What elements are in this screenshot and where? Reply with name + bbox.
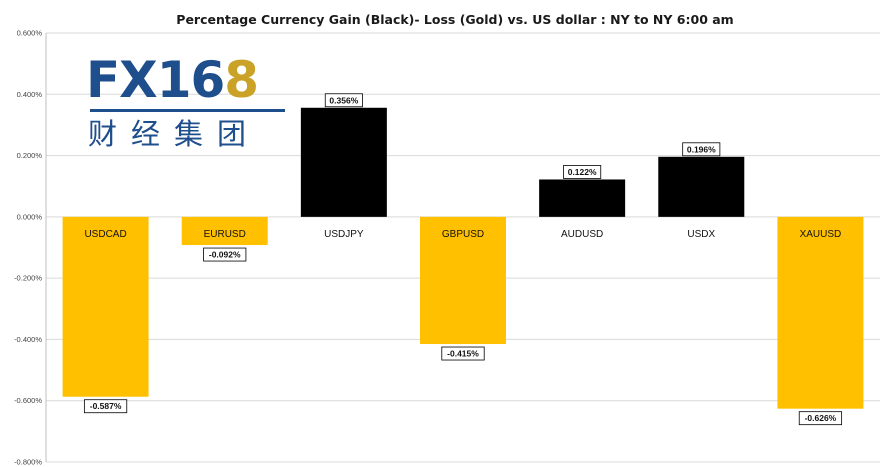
data-label-box [682, 142, 721, 157]
data-label-box [798, 411, 843, 426]
labels: USDCAD -0.587% EURUSD -0.092% USDJPY 0.356% GB… [83, 93, 843, 426]
data-label-box [441, 346, 485, 361]
data-label-box [83, 399, 128, 414]
logo-wordmark-main: FX16 [86, 51, 225, 109]
y-tick-label: 0.400% [17, 90, 43, 99]
category-label: AUDUSD [561, 229, 603, 240]
y-tick-label: 0.200% [17, 151, 43, 160]
category-label: EURUSD [204, 229, 246, 240]
bar-xauusd [777, 216, 864, 409]
category-label: USDJPY [324, 229, 364, 240]
data-label: 0.356% [329, 95, 358, 105]
logo-wordmark: FX168 [86, 55, 259, 105]
logo-divider [90, 109, 285, 112]
data-label: 0.122% [568, 167, 597, 177]
data-label-box [324, 93, 363, 108]
category-label: USDCAD [84, 229, 126, 240]
data-label: -0.626% [805, 413, 837, 423]
category-label: USDX [687, 229, 715, 240]
y-tick-label: 0.000% [17, 212, 43, 221]
category-label: GBPUSD [442, 229, 484, 240]
logo-wordmark-accent: 8 [224, 51, 259, 109]
y-tick-label: -0.800% [14, 458, 42, 467]
logo-chinese-text: 财经集团 [88, 117, 261, 151]
bars [62, 107, 864, 409]
fx168-logo: FX168 财经集团 [86, 55, 296, 155]
data-label-box [203, 247, 247, 262]
bar-usdjpy [300, 107, 387, 217]
bar-gbpusd [420, 216, 506, 345]
category-label: XAUUSD [800, 229, 842, 240]
y-tick-label: 0.600% [17, 29, 43, 38]
data-label: -0.587% [90, 401, 122, 411]
bar-eurusd [181, 216, 268, 246]
chart-title: Percentage Currency Gain (Black)- Loss (… [176, 12, 733, 27]
y-tick-label: -0.200% [14, 274, 42, 283]
y-axis: 0.600% 0.400% 0.200% 0.000% -0.200% -0.400% -0… [14, 29, 47, 467]
bar-usdx [658, 156, 745, 217]
bar-audusd [539, 179, 626, 217]
data-label: -0.415% [447, 349, 479, 359]
bar-usdcad [62, 216, 149, 397]
data-label: -0.092% [209, 250, 241, 260]
y-tick-label: -0.400% [14, 335, 42, 344]
data-label-box [563, 165, 602, 179]
data-label: 0.196% [687, 144, 716, 154]
y-tick-label: -0.600% [14, 396, 42, 405]
